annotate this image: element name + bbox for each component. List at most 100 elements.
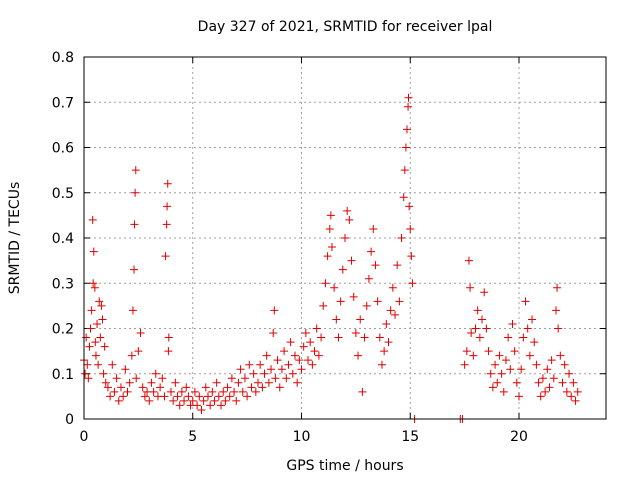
data-point (254, 378, 262, 387)
x-axis-label: GPS time / hours (286, 458, 403, 474)
data-point (482, 324, 491, 333)
data-point (308, 360, 317, 369)
data-point (84, 374, 93, 383)
y-axis-label: SRMTID / TECUs (7, 182, 23, 295)
data-point (301, 329, 310, 338)
data-point (116, 383, 125, 392)
data-point (525, 351, 534, 360)
data-point (519, 333, 528, 342)
y-tick-label: 0.2 (52, 322, 74, 338)
y-tick-label: 0.4 (52, 231, 74, 247)
data-point (480, 288, 489, 297)
data-point (475, 333, 484, 342)
data-point (188, 396, 197, 405)
data-point (169, 396, 178, 405)
data-point (371, 261, 380, 270)
data-point (460, 360, 469, 369)
data-point (190, 387, 199, 396)
y-tick-label: 0.8 (52, 50, 74, 66)
data-point (264, 378, 273, 387)
data-point (128, 306, 137, 315)
data-point (91, 351, 100, 360)
data-point (151, 369, 160, 378)
data-point (201, 383, 210, 392)
data-point (131, 166, 140, 175)
y-tick-label: 0.6 (52, 141, 74, 157)
data-point (375, 333, 384, 342)
data-point (212, 378, 221, 387)
data-point (249, 369, 258, 378)
data-point (182, 383, 191, 392)
data-point (408, 279, 417, 288)
data-point (136, 329, 145, 338)
data-point (161, 252, 170, 261)
data-point (466, 283, 475, 292)
data-point (558, 378, 567, 387)
data-point (103, 383, 112, 392)
data-point (295, 356, 304, 365)
data-point (130, 220, 139, 229)
data-point (497, 369, 506, 378)
data-point (195, 392, 204, 401)
data-point (163, 202, 172, 211)
data-point (286, 338, 295, 347)
data-point (223, 383, 232, 392)
data-point (549, 374, 558, 383)
data-point (193, 401, 202, 410)
data-point (88, 215, 97, 224)
data-point (106, 392, 115, 401)
data-point (158, 374, 167, 383)
data-point (277, 365, 286, 374)
data-point (360, 333, 369, 342)
data-point (123, 387, 132, 396)
data-point (208, 387, 217, 396)
data-point (288, 369, 297, 378)
data-point (517, 365, 526, 374)
data-point (345, 215, 354, 224)
data-point (199, 396, 208, 405)
data-point (293, 378, 302, 387)
data-point (541, 387, 550, 396)
data-point (484, 347, 493, 356)
data-point (140, 392, 149, 401)
data-point (401, 143, 410, 152)
data-point (132, 374, 141, 383)
data-point (388, 283, 397, 292)
data-point (464, 256, 473, 265)
data-point (515, 392, 523, 401)
data-point (312, 324, 321, 333)
data-point (317, 333, 326, 342)
data-point (197, 405, 206, 414)
data-point (330, 283, 339, 292)
data-point (214, 392, 223, 401)
data-point (323, 252, 332, 261)
data-point (334, 333, 343, 342)
data-point (100, 342, 109, 351)
data-point (562, 387, 571, 396)
data-point (554, 324, 563, 333)
data-point (147, 378, 156, 387)
data-point (407, 252, 416, 261)
data-point (297, 365, 306, 374)
data-point (180, 396, 189, 405)
data-point (164, 333, 173, 342)
data-point (119, 392, 128, 401)
data-point (534, 378, 543, 387)
data-point (356, 315, 365, 324)
data-point (127, 351, 136, 360)
data-point (469, 351, 478, 360)
data-point (405, 202, 414, 211)
data-point (491, 360, 500, 369)
data-point (486, 369, 495, 378)
data-point (532, 360, 541, 369)
data-point (326, 211, 335, 220)
data-point (83, 360, 92, 369)
data-point (219, 387, 228, 396)
data-point (93, 319, 102, 328)
data-point (528, 315, 537, 324)
data-point (367, 247, 376, 256)
data-point (551, 306, 560, 315)
data-point (306, 338, 315, 347)
data-point (364, 274, 373, 283)
